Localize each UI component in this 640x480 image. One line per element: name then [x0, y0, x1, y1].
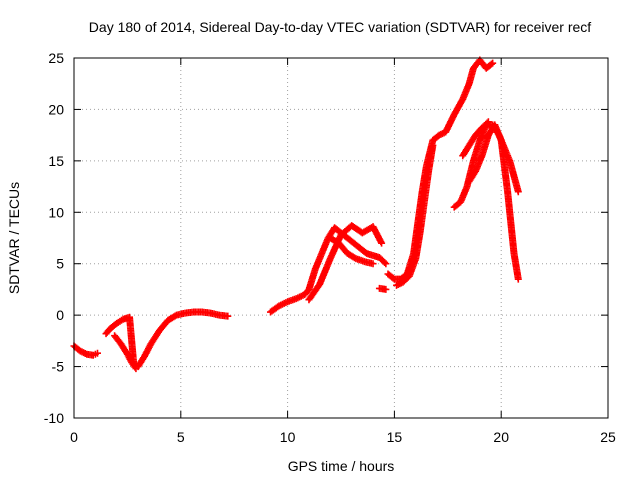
plot-frame	[73, 57, 609, 419]
data-point	[429, 141, 437, 149]
data-point	[514, 188, 522, 196]
y-tick-label: -5	[52, 359, 65, 375]
x-tick-label: 20	[493, 429, 509, 445]
y-tick-label: 25	[48, 50, 64, 66]
data-point-fill	[487, 60, 495, 68]
data-point	[369, 260, 377, 268]
data-point	[382, 285, 390, 293]
x-tick-label: 0	[70, 429, 78, 445]
y-tick-label: 0	[56, 307, 64, 323]
y-tick-label: 20	[48, 101, 64, 117]
data-point	[514, 275, 522, 283]
y-tick-label: -10	[44, 410, 64, 426]
x-axis-label: GPS time / hours	[288, 458, 395, 474]
y-tick-label: 5	[56, 256, 64, 272]
x-tick-label: 25	[600, 429, 616, 445]
tick-labels: 0 5 10 15 20 25 25 20 15 10 5 0 -5 -10	[44, 50, 616, 445]
x-tick-label: 15	[387, 429, 403, 445]
y-tick-label: 15	[48, 153, 64, 169]
data-points	[70, 56, 522, 373]
data-point	[132, 365, 140, 373]
data-point	[382, 260, 390, 268]
data-point	[484, 118, 492, 126]
x-tick-label: 10	[280, 429, 296, 445]
data-point	[93, 349, 101, 357]
y-axis-label: SDTVAR / TECUs	[6, 182, 22, 294]
x-tick-label: 5	[177, 429, 185, 445]
data-point	[224, 312, 232, 320]
data-point	[378, 239, 386, 247]
chart-title: Day 180 of 2014, Sidereal Day-to-day VTE…	[89, 19, 591, 35]
grid	[74, 58, 608, 418]
data-point	[489, 59, 497, 67]
data-point-fill	[381, 258, 389, 266]
y-tick-label: 10	[48, 204, 64, 220]
data-point-fill	[483, 119, 491, 127]
